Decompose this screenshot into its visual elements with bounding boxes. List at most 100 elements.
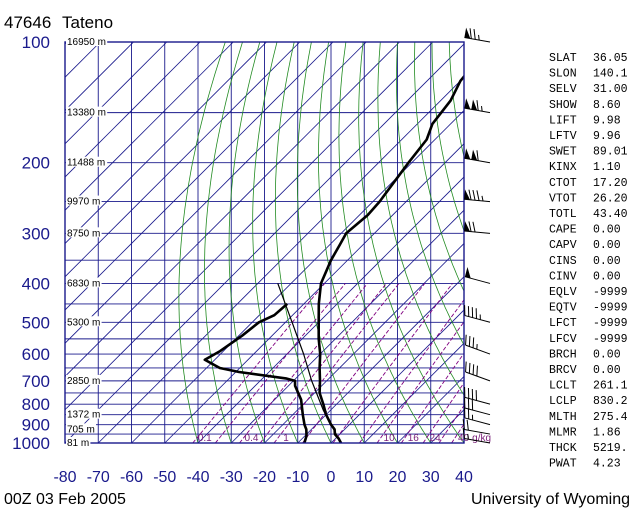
wind-barb-shaft bbox=[464, 276, 491, 284]
wind-barb bbox=[465, 361, 491, 382]
mixing-ratio-line bbox=[332, 283, 453, 443]
temperature-tick-label: -50 bbox=[153, 469, 176, 486]
wind-barb-shaft bbox=[464, 315, 491, 323]
isotherm-line bbox=[131, 109, 464, 443]
wind-barb-shaft bbox=[464, 437, 491, 444]
height-label: 8750 m bbox=[67, 228, 100, 239]
parcel-profile bbox=[277, 283, 342, 443]
wind-barb-feather bbox=[472, 364, 475, 375]
index-value: 0.00 bbox=[593, 239, 621, 252]
isotherm-line bbox=[230, 209, 464, 443]
wind-barb-feather bbox=[465, 334, 467, 346]
index-key: CINS bbox=[549, 255, 577, 268]
temperature-tick-label: -10 bbox=[286, 469, 309, 486]
mixing-ratio-label: 0.1 bbox=[198, 433, 212, 444]
wind-barb-feather bbox=[476, 365, 478, 377]
dry-adiabat bbox=[204, 42, 243, 443]
pressure-tick-label: 300 bbox=[22, 224, 50, 243]
mixing-ratio-line bbox=[273, 283, 400, 443]
wind-barb-feather bbox=[476, 150, 479, 161]
wind-barb bbox=[464, 189, 491, 203]
mixing-ratio-line bbox=[438, 404, 464, 443]
mixing-ratio-label: 1 bbox=[283, 433, 289, 444]
height-label-bg bbox=[66, 36, 108, 46]
height-label-bg bbox=[66, 316, 102, 327]
temperature-tick-label: 10 bbox=[355, 469, 373, 486]
index-value: 43.40 bbox=[593, 208, 628, 221]
wind-barb bbox=[464, 407, 491, 426]
height-label: 2850 m bbox=[67, 376, 100, 387]
wind-barb-shaft bbox=[464, 429, 491, 435]
index-key: LCLP bbox=[549, 395, 577, 408]
wind-barb bbox=[462, 428, 491, 444]
isotherm-line bbox=[65, 42, 301, 278]
wind-barb-half-feather bbox=[481, 105, 483, 112]
wind-barb-feather bbox=[468, 221, 472, 232]
mixing-ratio-label: g/kg bbox=[472, 433, 491, 444]
timestamp-label: 00Z 03 Feb 2005 bbox=[4, 491, 126, 508]
index-key: THCK bbox=[549, 442, 577, 455]
wind-barb-shaft bbox=[464, 417, 491, 426]
temperature-tick-label: -30 bbox=[220, 469, 243, 486]
temperature-profile bbox=[317, 74, 464, 443]
height-label-bg bbox=[66, 374, 102, 385]
height-label: 81 m bbox=[67, 438, 89, 449]
dry-adiabat bbox=[178, 42, 226, 443]
index-key: SELV bbox=[549, 83, 577, 96]
wind-barb-pennant bbox=[464, 148, 471, 160]
wind-barb-feather bbox=[468, 362, 471, 374]
pressure-tick-label: 800 bbox=[22, 395, 50, 414]
index-key: BRCH bbox=[549, 348, 577, 361]
plot-area: 16950 m 13380 m 11488 m 9970 m 8750 m 6830 m 5… bbox=[64, 36, 491, 449]
height-label: 16950 m bbox=[67, 37, 106, 48]
index-value: 275.4 bbox=[593, 411, 628, 424]
dewpoint-profile bbox=[203, 302, 308, 443]
height-label-bg bbox=[66, 106, 108, 117]
index-value: 0.00 bbox=[593, 270, 621, 283]
wind-barb bbox=[465, 334, 491, 355]
mixing-ratio-line bbox=[214, 283, 346, 443]
station-name: Tateno bbox=[62, 13, 113, 32]
index-value: 17.20 bbox=[593, 177, 628, 190]
wind-barb-feather bbox=[468, 336, 471, 347]
height-label: 6830 m bbox=[67, 278, 100, 289]
plot-frame bbox=[64, 41, 465, 444]
isotherm-line bbox=[197, 176, 464, 443]
isotherm-line bbox=[97, 76, 464, 443]
sounding-indices-table: SLAT 36.05 SLON 140.1 SELV 31.00 SHOW 8.60 LIFT 9… bbox=[549, 52, 628, 471]
dry-adiabat bbox=[396, 42, 464, 346]
index-key: LFCV bbox=[549, 333, 577, 346]
temperature-tick-label: 0 bbox=[327, 469, 336, 486]
temperature-tick-label: -40 bbox=[186, 469, 209, 486]
index-value: -9999 bbox=[593, 286, 628, 299]
wind-barb bbox=[464, 221, 491, 234]
wind-barb bbox=[464, 397, 491, 416]
mixing-ratio-line bbox=[359, 299, 464, 443]
isotherm-line bbox=[65, 42, 367, 344]
wind-barb-feather bbox=[472, 189, 476, 201]
index-value: -9999 bbox=[593, 333, 628, 346]
index-value: 0.00 bbox=[593, 255, 621, 268]
index-key: CINV bbox=[549, 270, 577, 283]
wind-barb-feather bbox=[466, 419, 469, 431]
isotherm-line bbox=[164, 143, 464, 443]
height-label-bg bbox=[66, 156, 108, 167]
isotherm-line bbox=[363, 342, 464, 443]
wind-barb-shaft bbox=[465, 344, 491, 355]
index-value: 4.23 bbox=[593, 458, 621, 471]
mixing-ratio-label: 0.4 bbox=[245, 433, 259, 444]
index-key: MLMR bbox=[549, 426, 577, 439]
mixing-ratio-label: 40 bbox=[458, 433, 470, 444]
height-label-bg bbox=[66, 423, 96, 434]
index-key: CAPV bbox=[549, 239, 577, 252]
index-key: KINX bbox=[549, 161, 577, 174]
wind-barb-half-feather bbox=[481, 195, 484, 202]
wind-barb-pennant bbox=[464, 189, 471, 200]
mixing-ratio-line bbox=[239, 283, 368, 443]
index-key: TOTL bbox=[549, 208, 577, 221]
credit-label: University of Wyoming bbox=[471, 491, 630, 508]
height-label-bg bbox=[66, 195, 102, 206]
height-label: 9970 m bbox=[67, 197, 100, 208]
index-value: 261.1 bbox=[593, 380, 628, 393]
